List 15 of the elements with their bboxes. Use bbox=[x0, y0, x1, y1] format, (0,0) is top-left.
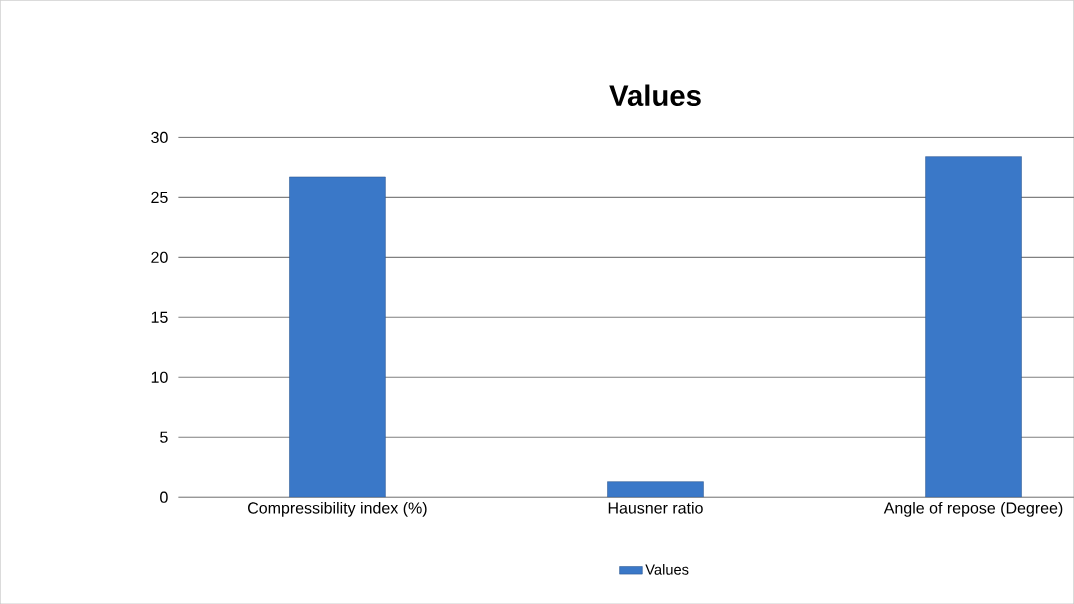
y-tick-label: 15 bbox=[151, 311, 168, 323]
bar bbox=[607, 481, 704, 498]
y-tick-label: 25 bbox=[151, 191, 168, 203]
x-tick-label: Hausner ratio bbox=[608, 501, 703, 514]
y-tick-label: 30 bbox=[151, 131, 168, 143]
bar bbox=[925, 156, 1022, 498]
y-tick-label: 20 bbox=[151, 251, 168, 263]
chart-title: Values bbox=[609, 84, 701, 106]
x-tick-label: Angle of repose (Degree) bbox=[883, 501, 1063, 517]
x-tick-label: Compressibility index (%) bbox=[248, 501, 427, 517]
y-tick-label: 0 bbox=[160, 491, 168, 503]
y-tick-label: 5 bbox=[160, 431, 168, 443]
y-tick-label: 10 bbox=[151, 371, 168, 383]
legend-label: Values bbox=[645, 563, 689, 575]
bar bbox=[289, 176, 386, 498]
